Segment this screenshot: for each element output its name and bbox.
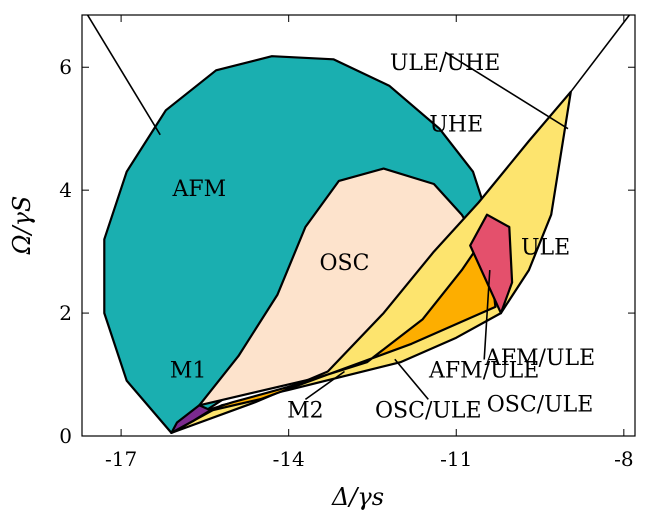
pointer-m2 xyxy=(304,370,345,401)
pointer-lines-layer xyxy=(304,51,569,401)
label-osc: OSC xyxy=(320,251,370,276)
y-axis-label: Ω/γS xyxy=(8,196,36,256)
annotation-m2: M2 xyxy=(287,398,324,423)
label-afm: AFM xyxy=(171,177,226,202)
annotation-uhe: UHE xyxy=(429,113,483,138)
label-ule: ULE xyxy=(521,236,570,261)
pointer-afm-ule xyxy=(483,270,491,360)
label-m1: M1 xyxy=(170,359,207,384)
plot-frame xyxy=(81,14,636,437)
ticks-layer: -17 -14 -11 -8 0 2 4 6 xyxy=(59,15,635,471)
annotation-ule-uhe: ULE/UHE xyxy=(390,51,500,76)
label-osc-ule: OSC/ULE xyxy=(487,392,594,417)
x-tick-label: -8 xyxy=(614,447,633,471)
y-tick-label: 2 xyxy=(59,301,72,325)
left-boundary xyxy=(86,15,161,136)
y-tick-label: 6 xyxy=(59,55,72,79)
labels-layer: AFM OSC ULE OSC/ULE AFM/ULE M1 UHE ULE/UHE M2 OSC… xyxy=(170,51,595,423)
y-tick-label: 4 xyxy=(59,178,72,202)
annotation-afm-ule: AFM/ULE xyxy=(428,359,539,384)
x-tick-label: -14 xyxy=(273,447,305,471)
boundary-lines-layer xyxy=(86,15,631,136)
regions-layer xyxy=(103,55,572,434)
annotation-osc-ule: OSC/ULE xyxy=(375,398,482,423)
x-tick-label: -17 xyxy=(105,447,137,471)
x-tick-label: -11 xyxy=(440,447,472,471)
pointer-ule-uhe xyxy=(444,51,569,130)
x-axis-label: Δ/γs xyxy=(331,483,384,511)
right-boundary xyxy=(570,15,631,93)
region-afm-ule xyxy=(469,213,514,315)
region-m1 xyxy=(170,404,212,434)
y-tick-label: 0 xyxy=(59,424,72,448)
label-afm-ule: AFM/ULE xyxy=(484,346,595,371)
pointer-osc-ule xyxy=(394,358,429,400)
